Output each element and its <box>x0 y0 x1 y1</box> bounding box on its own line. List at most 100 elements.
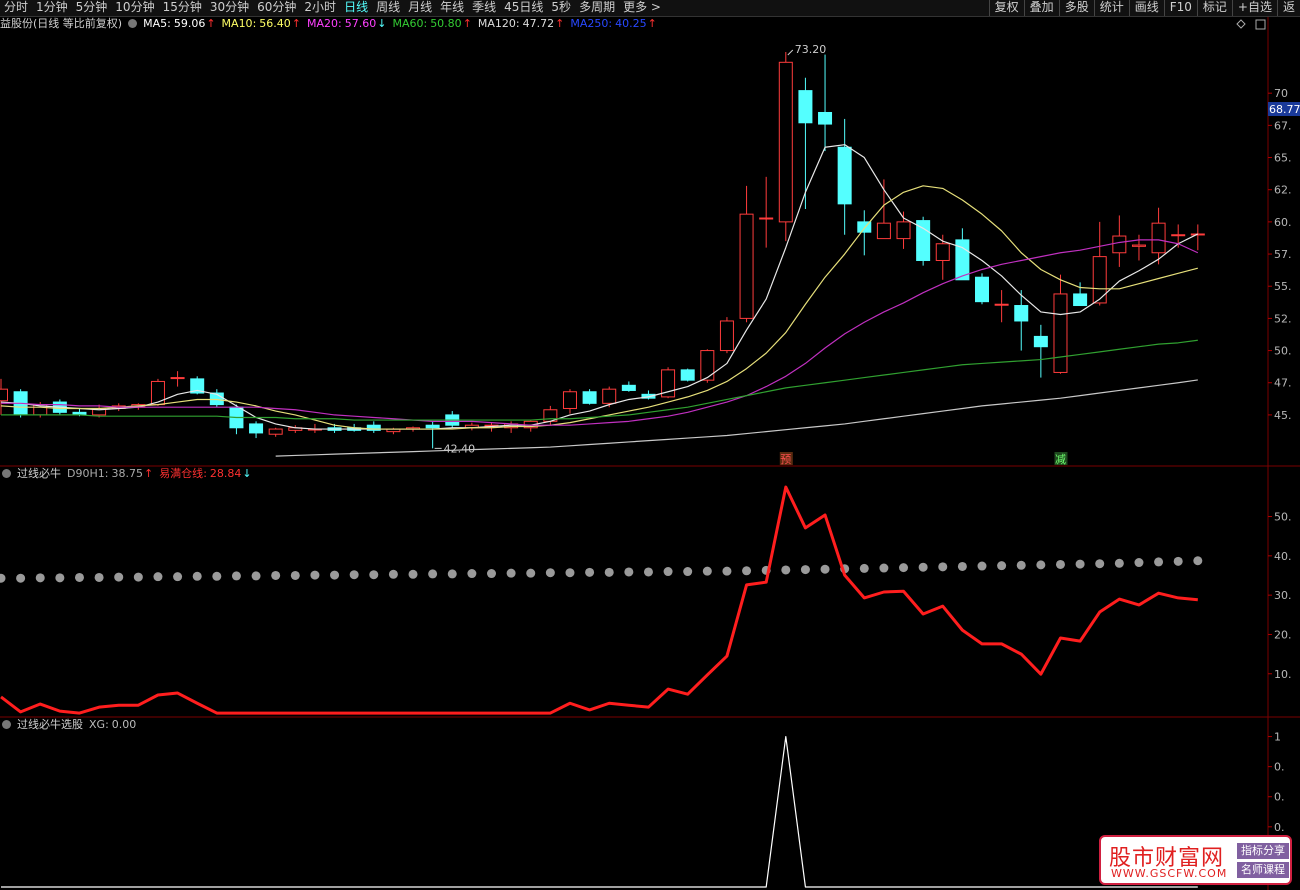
tool-button[interactable]: 复权 <box>988 0 1024 16</box>
max-label: 73.20 <box>795 43 827 56</box>
signal-label: 减 <box>1055 453 1066 466</box>
legend-item: D90H138.75↑ <box>67 467 153 481</box>
dot <box>722 566 732 576</box>
legend-item: MA25040.25↑ <box>570 17 656 31</box>
dot <box>1134 558 1144 568</box>
legend-value: 59.06 <box>173 17 206 30</box>
dot <box>879 563 889 573</box>
tool-button[interactable]: 叠加 <box>1023 0 1059 16</box>
dot <box>1036 560 1046 570</box>
panel-title: 过线必牛 <box>17 467 61 480</box>
watermark-tag: 指标分享 <box>1237 843 1289 859</box>
legend-arrow: ↑ <box>555 17 565 30</box>
legend-item: MA2057.60↓ <box>307 17 386 31</box>
period-tab[interactable]: 季线 <box>472 0 497 14</box>
panel-title: 过线必牛选股 <box>17 718 83 731</box>
dot <box>1055 559 1065 569</box>
signal-box <box>1054 452 1068 465</box>
dot <box>781 565 791 575</box>
dot <box>408 569 418 579</box>
candle-body <box>994 303 1009 306</box>
dot <box>251 571 261 581</box>
tool-button[interactable]: 统计 <box>1093 0 1129 16</box>
legend-item: XG0.00 <box>89 718 136 732</box>
dot <box>1095 559 1105 569</box>
watermark-name: 股市财富网 <box>1109 846 1225 871</box>
dot <box>585 567 595 577</box>
y-tick-label: 67. <box>1274 119 1292 132</box>
candle-body <box>1112 235 1127 254</box>
y-tick-label: 40. <box>1274 550 1292 563</box>
dot <box>742 566 752 576</box>
period-tab[interactable]: 月线 <box>408 0 433 14</box>
period-tab[interactable]: 60分钟 <box>257 0 297 14</box>
candle-body <box>798 90 813 124</box>
candle-body <box>1033 335 1048 348</box>
legend-value: 40.25 <box>615 17 647 30</box>
legend-name: MA10 <box>222 17 260 30</box>
candle-body <box>935 243 950 261</box>
candle-body <box>190 378 205 394</box>
dot <box>1016 560 1026 570</box>
period-tab[interactable]: 2小时 <box>304 0 337 14</box>
legend-arrow: ↑ <box>291 17 301 30</box>
tool-button[interactable]: 返 <box>1276 0 1300 16</box>
dot <box>212 571 222 581</box>
period-tab[interactable]: 30分钟 <box>209 0 250 14</box>
tool-button[interactable]: F10 <box>1163 0 1197 16</box>
y-tick-label: 55. <box>1274 280 1292 293</box>
legend-value: 57.60 <box>344 17 377 30</box>
period-tab[interactable]: 10分钟 <box>115 0 155 14</box>
candle-body <box>876 222 891 240</box>
dot <box>918 562 928 572</box>
dot <box>349 570 359 580</box>
period-tab[interactable]: 周线 <box>376 0 401 14</box>
candle-body <box>1073 293 1088 307</box>
legend-value: 0.00 <box>111 718 137 731</box>
period-tab[interactable]: 45日线 <box>504 0 544 14</box>
tool-button[interactable]: 标记 <box>1196 0 1232 16</box>
dot <box>74 572 84 582</box>
watermark-url: WWW.GSCFW.COM <box>1111 867 1228 880</box>
tool-button[interactable]: +自选 <box>1231 0 1277 16</box>
y-tick-label: 57. <box>1274 248 1292 261</box>
period-tab[interactable]: 更多 > <box>623 0 661 14</box>
icon-window[interactable] <box>1255 19 1266 30</box>
legend-arrow: ↓ <box>242 467 252 480</box>
dot <box>428 569 438 579</box>
legend-arrow: ↑ <box>206 17 216 30</box>
candle-body <box>150 380 165 406</box>
period-tab[interactable]: 日线 <box>344 0 369 14</box>
dot <box>938 562 948 572</box>
period-tab[interactable]: 5秒 <box>551 0 572 14</box>
legend: 益股份(日线 等比前复权)MA559.06↑MA1056.40↑MA2057.6… <box>0 17 657 31</box>
candle-body <box>1171 234 1186 237</box>
period-tab[interactable]: 年线 <box>440 0 465 14</box>
candle-body <box>602 388 617 404</box>
y-tick-label: 47. <box>1274 377 1292 390</box>
legend-name: XG <box>89 718 112 731</box>
period-tab[interactable]: 分时 <box>4 0 29 14</box>
legend-arrow: ↑ <box>647 17 657 30</box>
candle-body <box>857 221 872 233</box>
candle-body <box>818 111 833 125</box>
legend-value: 38.75 <box>111 467 143 480</box>
dot <box>133 572 143 582</box>
legend: 过线必牛 D90H138.75↑ 易满仓线28.84↓ <box>2 467 252 481</box>
period-tab[interactable]: 5分钟 <box>75 0 108 14</box>
legend-value: 56.40 <box>259 17 291 30</box>
period-tab[interactable]: 1分钟 <box>36 0 68 14</box>
signal-box <box>779 452 793 465</box>
period-tab[interactable]: 15分钟 <box>162 0 202 14</box>
y-tick-label: 10. <box>1274 668 1292 681</box>
icon-diamond[interactable] <box>1236 19 1246 29</box>
candle-body <box>1131 244 1146 247</box>
period-tab[interactable]: 多周期 <box>579 0 616 14</box>
candle-body <box>1092 256 1107 304</box>
tool-button[interactable]: 多股 <box>1058 0 1094 16</box>
candle-body <box>582 391 597 404</box>
legend-arrow: ↑ <box>143 467 154 480</box>
period-tabs: 分时 1分钟 5分钟 10分钟 15分钟 30分钟 60分钟 2小时 日线 周线 月线 年线 季线 45日… <box>0 0 665 16</box>
tool-button[interactable]: 画线 <box>1128 0 1164 16</box>
